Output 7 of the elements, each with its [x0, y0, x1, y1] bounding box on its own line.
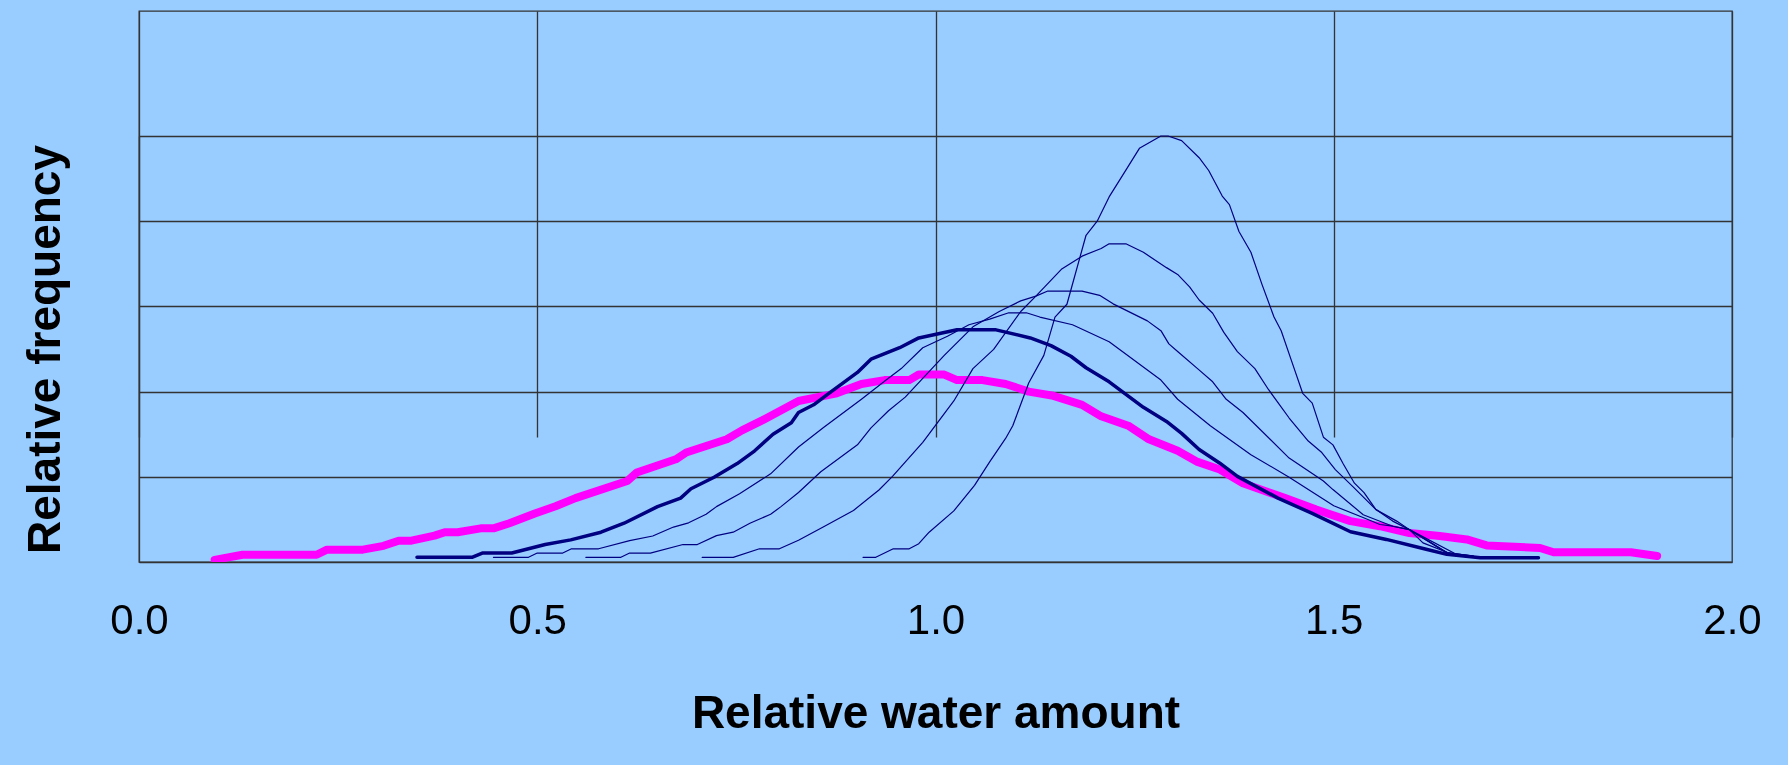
x-tick-label: 1.5: [1305, 595, 1364, 643]
x-axis-title: Relative water amount: [691, 685, 1181, 738]
y-axis-title: Relative frequency: [17, 144, 70, 555]
x-tick-label: 1.0: [906, 595, 966, 643]
x-tick-label: 0.5: [508, 595, 567, 643]
x-tick-label: 0.0: [110, 595, 169, 643]
x-tick-label: 2.0: [1703, 595, 1762, 643]
